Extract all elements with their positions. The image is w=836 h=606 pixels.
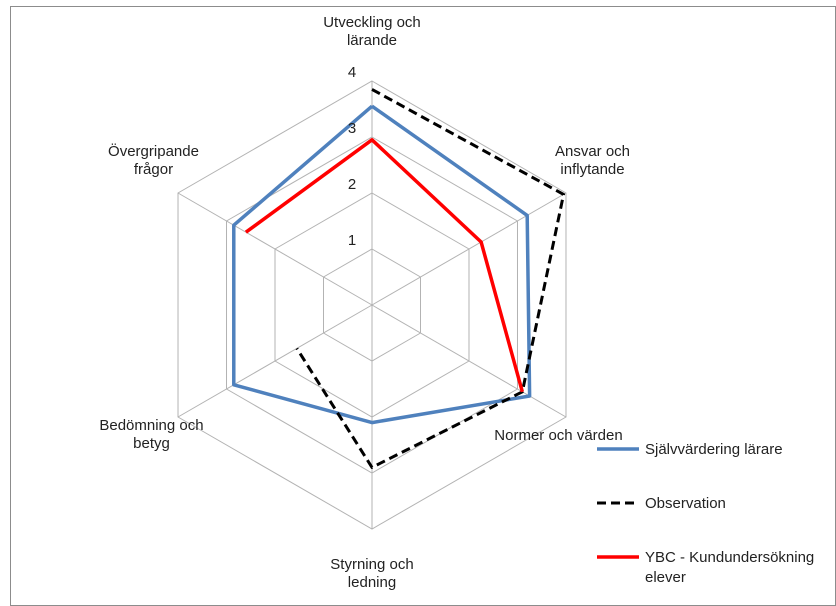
legend-label: Självvärdering lärare [645,441,783,458]
category-label-line: Normer och värden [494,427,622,444]
grid-spoke [371,304,567,418]
radar-chart: Utveckling och lärande Ansvar och inflytand… [99,14,814,591]
grid-spoke [371,192,567,306]
tick-label: 1 [348,232,356,249]
series-line-2 [244,138,525,393]
category-label-line: Ansvar och [555,143,630,160]
grid-spoke [177,192,373,306]
category-label: Övergripande frågor [108,142,199,178]
series-layer [232,88,566,469]
category-label: Styrning och ledning [330,556,413,591]
radial-tick-labels: 1 2 3 4 [348,64,356,249]
series-line-0 [232,104,532,425]
legend-label: Observation [645,495,726,512]
tick-label: 3 [348,120,356,137]
category-label-line: Styrning och [330,556,413,573]
category-label: Utveckling och lärande [323,14,421,49]
legend-label-line: YBC - Kundundersökning [645,549,814,566]
category-label-line: Utveckling och [323,14,421,31]
tick-label: 2 [348,176,356,193]
category-labels: Utveckling och lärande Ansvar och inflytand… [99,14,630,591]
category-label-line: Övergripande [108,142,199,160]
category-label: Bedömning och betyg [99,417,203,452]
category-label-line: ledning [348,574,396,591]
chart-frame [10,6,836,606]
grid-spoke [177,304,373,418]
legend-label: YBC - Kundundersökning elever [645,549,814,586]
category-label-line: Bedömning och [99,417,203,434]
legend-label-line: elever [645,569,686,586]
radar-grid [177,80,567,530]
category-label-line: betyg [133,435,170,452]
category-label-line: frågor [134,161,173,178]
legend: Självvärdering lärare Observation YBC - Ku… [597,441,814,586]
category-label-line: lärande [347,32,397,49]
tick-label: 4 [348,64,356,81]
category-label: Normer och värden [494,427,622,444]
category-label-line: inflytande [560,161,624,178]
category-label: Ansvar och inflytande [555,143,630,178]
